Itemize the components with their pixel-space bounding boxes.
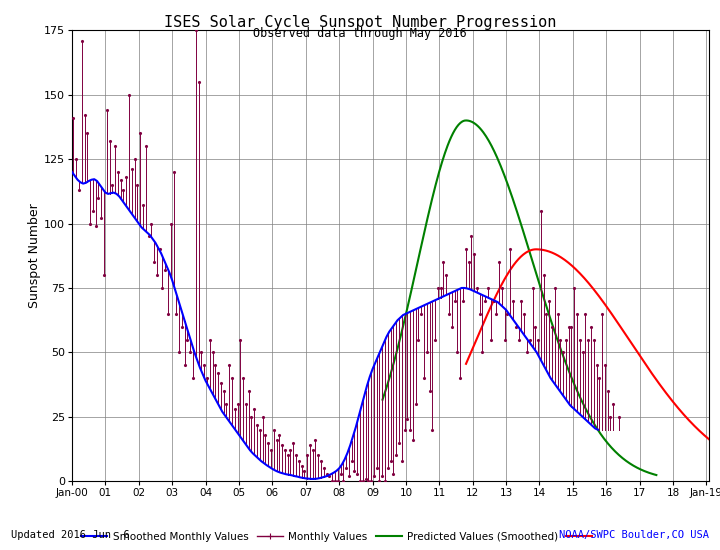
Y-axis label: Sunspot Number: Sunspot Number bbox=[28, 204, 41, 308]
Text: NOAA/SWPC Boulder,CO USA: NOAA/SWPC Boulder,CO USA bbox=[559, 530, 709, 540]
Legend: Smoothed Monthly Values, Monthly Values, Predicted Values (Smoothed), : Smoothed Monthly Values, Monthly Values,… bbox=[77, 527, 602, 546]
Text: ISES Solar Cycle Sunspot Number Progression: ISES Solar Cycle Sunspot Number Progress… bbox=[164, 15, 556, 30]
Text: Updated 2016 Jun  6: Updated 2016 Jun 6 bbox=[11, 530, 130, 540]
Text: Observed data through May 2016: Observed data through May 2016 bbox=[253, 28, 467, 41]
